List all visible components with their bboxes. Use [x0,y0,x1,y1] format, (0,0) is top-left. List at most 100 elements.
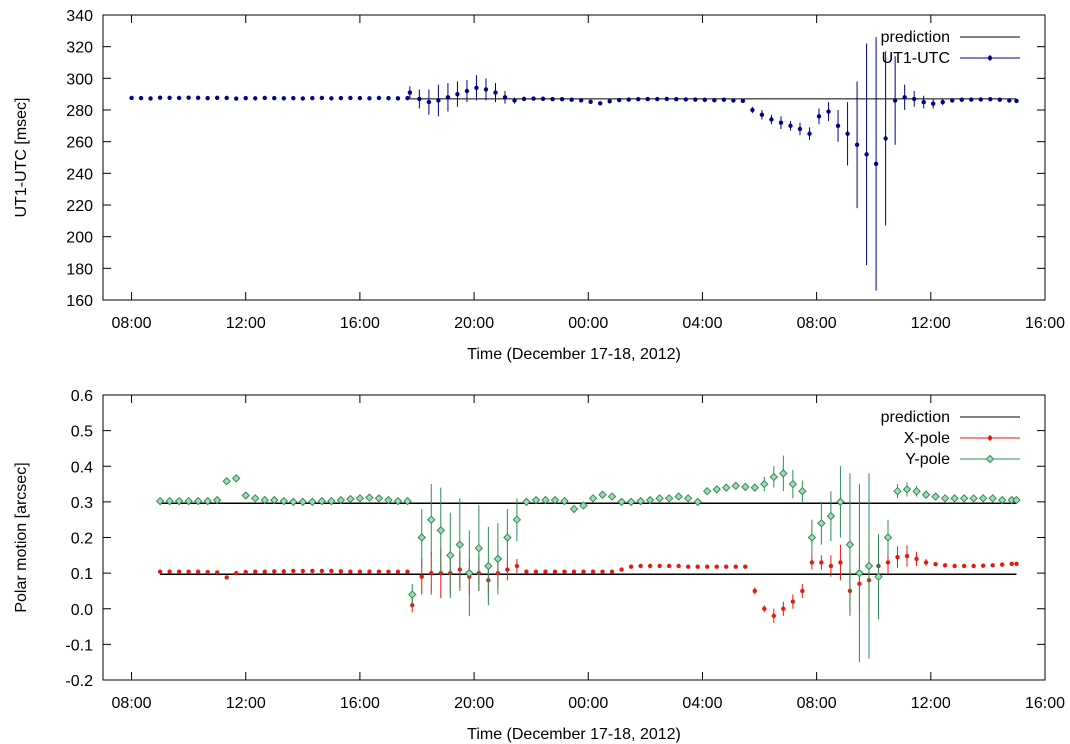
data-point [165,496,174,506]
data-point [186,569,191,574]
data-point [790,599,796,604]
data-point [781,606,786,611]
data-point [912,486,921,496]
data-point [959,97,964,102]
polar-motion-panel: -0.2 -0.1 0.0 0.1 0.2 0.3 0.4 0.5 0.6 08:00 12:00 1… [13,388,1065,743]
data-point [436,526,445,535]
data-point [329,96,334,101]
x-tick-label: 08:00 [112,695,152,712]
data-point [224,575,229,580]
data-point [224,95,229,101]
y-axis-label: Polar motion [arcsec] [13,462,30,612]
y-tick-label: 160 [66,293,93,310]
data-point [826,511,836,521]
data-point [607,99,612,104]
data-point [214,95,220,101]
data-point [521,96,527,102]
data-point [807,533,817,542]
data-point [281,569,286,574]
y-tick-label: 300 [66,71,93,88]
data-point [762,606,767,611]
data-point [598,490,607,499]
x-tick-label: 12:00 [226,695,266,712]
data-point [319,95,325,101]
data-point [990,563,995,568]
data-point [902,95,907,100]
data-point [828,563,834,569]
data-point [195,569,201,574]
data-point [626,97,631,102]
data-point [819,560,824,565]
data-point [541,495,550,505]
data-point [327,496,336,506]
data-point [214,570,220,575]
data-point [465,568,474,578]
data-point [980,563,986,568]
data-point [969,494,978,503]
data-point [474,85,479,91]
data-point [930,101,936,106]
data-point [854,142,860,148]
data-point [855,568,864,578]
x-tick-label: 12:00 [911,695,951,712]
data-point [797,126,803,132]
data-point [978,494,988,503]
data-point [997,97,1003,102]
data-point [674,97,679,102]
y-tick-label: 0.5 [71,424,93,441]
data-point [512,98,517,103]
data-point [270,495,279,505]
data-point [743,564,748,569]
y-tick-label: -0.1 [65,637,93,654]
data-point [376,95,382,101]
data-point [636,97,641,102]
x-tick-label: 08:00 [112,315,152,332]
data-point [988,494,997,503]
data-point [395,569,401,574]
data-point [355,494,365,503]
data-point [950,494,959,503]
data-point [336,495,346,505]
data-point [721,97,727,102]
data-point [607,492,617,501]
data-point [722,483,731,492]
data-point [319,568,325,574]
data-point [893,486,902,496]
data-point [445,95,451,100]
data-point [628,564,634,569]
data-point [911,96,917,102]
x-tick-label: 08:00 [797,695,837,712]
x-tick-label: 08:00 [797,315,837,332]
x-tick-label: 16:00 [1025,315,1065,332]
data-point [809,560,815,565]
data-point [569,504,579,514]
data-point [705,564,710,569]
data-point [367,569,372,574]
data-point [357,569,363,574]
x-tick-label: 00:00 [568,315,608,332]
data-point [816,114,822,119]
x-axis-label: Time (December 17-18, 2012) [467,726,681,743]
y-tick-label: 240 [66,166,93,183]
series-ut1-utc [129,37,1019,291]
x-tick-label: 16:00 [340,695,380,712]
data-point [645,96,650,102]
data-point [693,97,698,102]
data-point [683,494,693,503]
data-point [845,131,850,136]
data-point [346,494,355,504]
data-point [193,496,203,506]
data-point [702,97,708,103]
y-axis-label: UT1-UTC [msec] [13,98,30,218]
data-point [157,95,163,100]
legend-swatch-marker [987,55,993,61]
data-point [129,95,134,101]
data-point [1007,98,1012,103]
data-point [474,543,484,553]
data-point [272,569,277,574]
data-point [712,485,721,494]
data-point [655,96,660,102]
y-tick-label: 280 [66,103,93,120]
data-point [367,96,372,101]
